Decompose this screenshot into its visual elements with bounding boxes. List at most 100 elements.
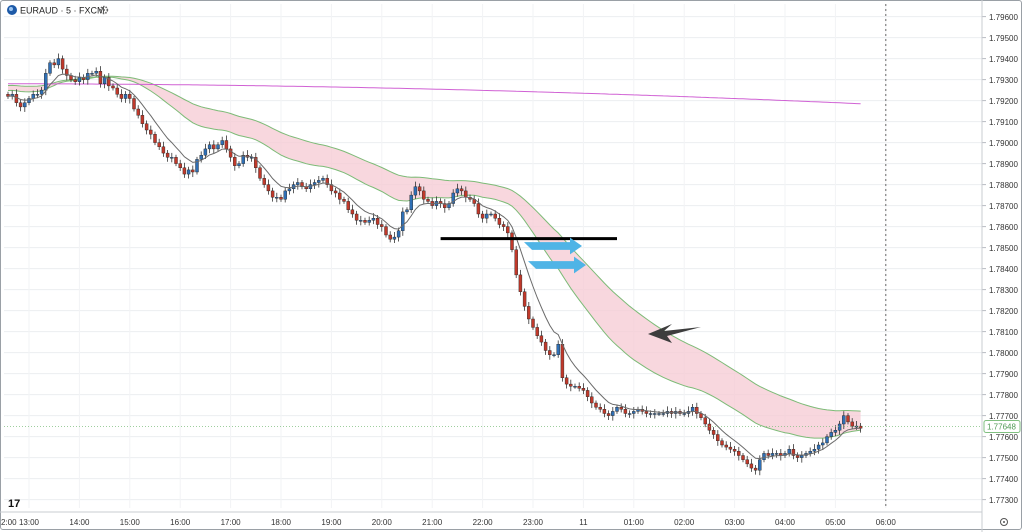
candle-body[interactable] bbox=[837, 423, 842, 431]
candle-body[interactable] bbox=[594, 402, 598, 408]
candle-body[interactable] bbox=[23, 102, 27, 108]
candle-body[interactable] bbox=[833, 430, 838, 433]
candle-body[interactable] bbox=[342, 199, 346, 202]
candle-body[interactable] bbox=[279, 196, 283, 200]
candle-body[interactable] bbox=[522, 291, 527, 307]
candle-body[interactable] bbox=[443, 203, 447, 208]
candle-body[interactable] bbox=[283, 190, 287, 200]
candle-body[interactable] bbox=[317, 180, 321, 183]
candle-body[interactable] bbox=[741, 455, 745, 460]
candle-body[interactable] bbox=[766, 453, 770, 456]
candle-body[interactable] bbox=[149, 129, 153, 135]
candle-body[interactable] bbox=[182, 167, 187, 175]
candle-body[interactable] bbox=[682, 413, 686, 415]
candle-body[interactable] bbox=[623, 409, 628, 414]
candle-body[interactable] bbox=[506, 226, 510, 234]
candle-body[interactable] bbox=[212, 144, 216, 150]
candle-body[interactable] bbox=[107, 77, 111, 87]
candle-body[interactable] bbox=[531, 318, 535, 328]
candle-body[interactable] bbox=[161, 146, 166, 154]
candle-body[interactable] bbox=[220, 140, 224, 145]
candle-body[interactable] bbox=[657, 413, 661, 415]
candle-body[interactable] bbox=[812, 449, 817, 452]
candle-body[interactable] bbox=[338, 192, 342, 200]
candle-body[interactable] bbox=[367, 220, 371, 223]
candle-body[interactable] bbox=[602, 409, 607, 414]
candle-body[interactable] bbox=[199, 154, 203, 160]
candle-body[interactable] bbox=[619, 407, 623, 410]
candle-body[interactable] bbox=[380, 224, 384, 227]
candle-body[interactable] bbox=[791, 449, 796, 456]
candle-body[interactable] bbox=[556, 344, 560, 355]
candle-body[interactable] bbox=[543, 341, 548, 351]
candle-body[interactable] bbox=[312, 182, 317, 185]
candle-body[interactable] bbox=[90, 73, 94, 75]
candle-body[interactable] bbox=[501, 224, 506, 227]
candle-body[interactable] bbox=[178, 163, 182, 169]
candle-body[interactable] bbox=[233, 157, 237, 166]
candle-body[interactable] bbox=[774, 453, 779, 455]
candle-body[interactable] bbox=[850, 421, 854, 427]
candle-body[interactable] bbox=[711, 430, 716, 435]
candle-body[interactable] bbox=[203, 148, 208, 156]
candle-body[interactable] bbox=[27, 98, 31, 103]
candle-body[interactable] bbox=[426, 199, 430, 202]
candle-body[interactable] bbox=[590, 396, 594, 404]
candle-body[interactable] bbox=[405, 209, 409, 213]
candle-body[interactable] bbox=[535, 327, 539, 336]
candle-body[interactable] bbox=[858, 425, 863, 429]
candle-body[interactable] bbox=[695, 407, 699, 414]
candle-body[interactable] bbox=[821, 442, 825, 446]
candle-body[interactable] bbox=[842, 415, 846, 425]
candle-body[interactable] bbox=[140, 115, 145, 124]
candle-body[interactable] bbox=[732, 449, 737, 452]
candle-body[interactable] bbox=[98, 70, 103, 84]
candle-body[interactable] bbox=[170, 157, 174, 159]
candle-body[interactable] bbox=[707, 423, 712, 431]
candle-body[interactable] bbox=[266, 184, 271, 192]
candle-body[interactable] bbox=[401, 211, 405, 231]
candle-body[interactable] bbox=[73, 79, 77, 82]
candle-body[interactable] bbox=[800, 455, 804, 458]
candle-body[interactable] bbox=[749, 463, 754, 469]
candle-body[interactable] bbox=[157, 142, 161, 148]
candle-body[interactable] bbox=[493, 213, 497, 219]
candle-body[interactable] bbox=[174, 157, 178, 164]
candle-body[interactable] bbox=[115, 87, 119, 95]
candle-body[interactable] bbox=[606, 413, 611, 416]
candle-body[interactable] bbox=[552, 354, 556, 356]
candle-body[interactable] bbox=[762, 453, 766, 460]
candle-body[interactable] bbox=[615, 407, 619, 412]
candle-body[interactable] bbox=[703, 417, 707, 425]
candle-body[interactable] bbox=[846, 415, 850, 423]
candle-body[interactable] bbox=[825, 436, 829, 444]
candle-body[interactable] bbox=[186, 169, 191, 175]
candle-body[interactable] bbox=[44, 73, 48, 91]
candle-body[interactable] bbox=[52, 62, 56, 66]
candle-body[interactable] bbox=[207, 144, 212, 150]
candle-body[interactable] bbox=[60, 58, 65, 70]
candle-body[interactable] bbox=[514, 249, 518, 276]
candle-body[interactable] bbox=[136, 108, 140, 116]
candle-body[interactable] bbox=[455, 188, 460, 194]
candle-body[interactable] bbox=[39, 89, 44, 95]
candle-body[interactable] bbox=[518, 274, 523, 292]
candle-body[interactable] bbox=[829, 432, 833, 437]
axis-settings-icon[interactable] bbox=[1000, 518, 1008, 526]
candle-body[interactable] bbox=[270, 190, 275, 198]
candle-body[interactable] bbox=[363, 220, 367, 223]
candle-body[interactable] bbox=[459, 188, 464, 192]
candle-body[interactable] bbox=[35, 94, 40, 96]
candle-body[interactable] bbox=[350, 209, 355, 215]
candle-body[interactable] bbox=[422, 190, 426, 200]
candle-body[interactable] bbox=[627, 413, 632, 415]
candle-body[interactable] bbox=[632, 411, 636, 414]
candle-body[interactable] bbox=[296, 182, 300, 185]
candle-body[interactable] bbox=[795, 455, 800, 458]
candle-body[interactable] bbox=[65, 68, 69, 76]
candle-body[interactable] bbox=[720, 440, 724, 446]
candle-body[interactable] bbox=[216, 144, 220, 150]
candle-body[interactable] bbox=[375, 217, 380, 225]
candle-body[interactable] bbox=[598, 407, 602, 410]
candle-body[interactable] bbox=[417, 186, 422, 192]
